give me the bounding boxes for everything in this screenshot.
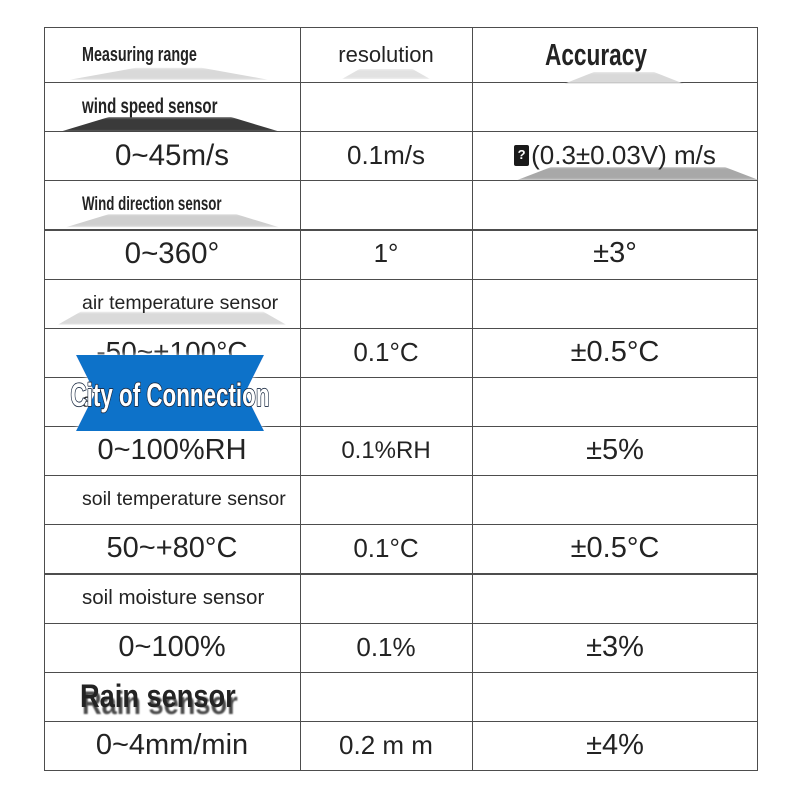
- svg-text:City of Connection: City of Connection: [70, 377, 269, 413]
